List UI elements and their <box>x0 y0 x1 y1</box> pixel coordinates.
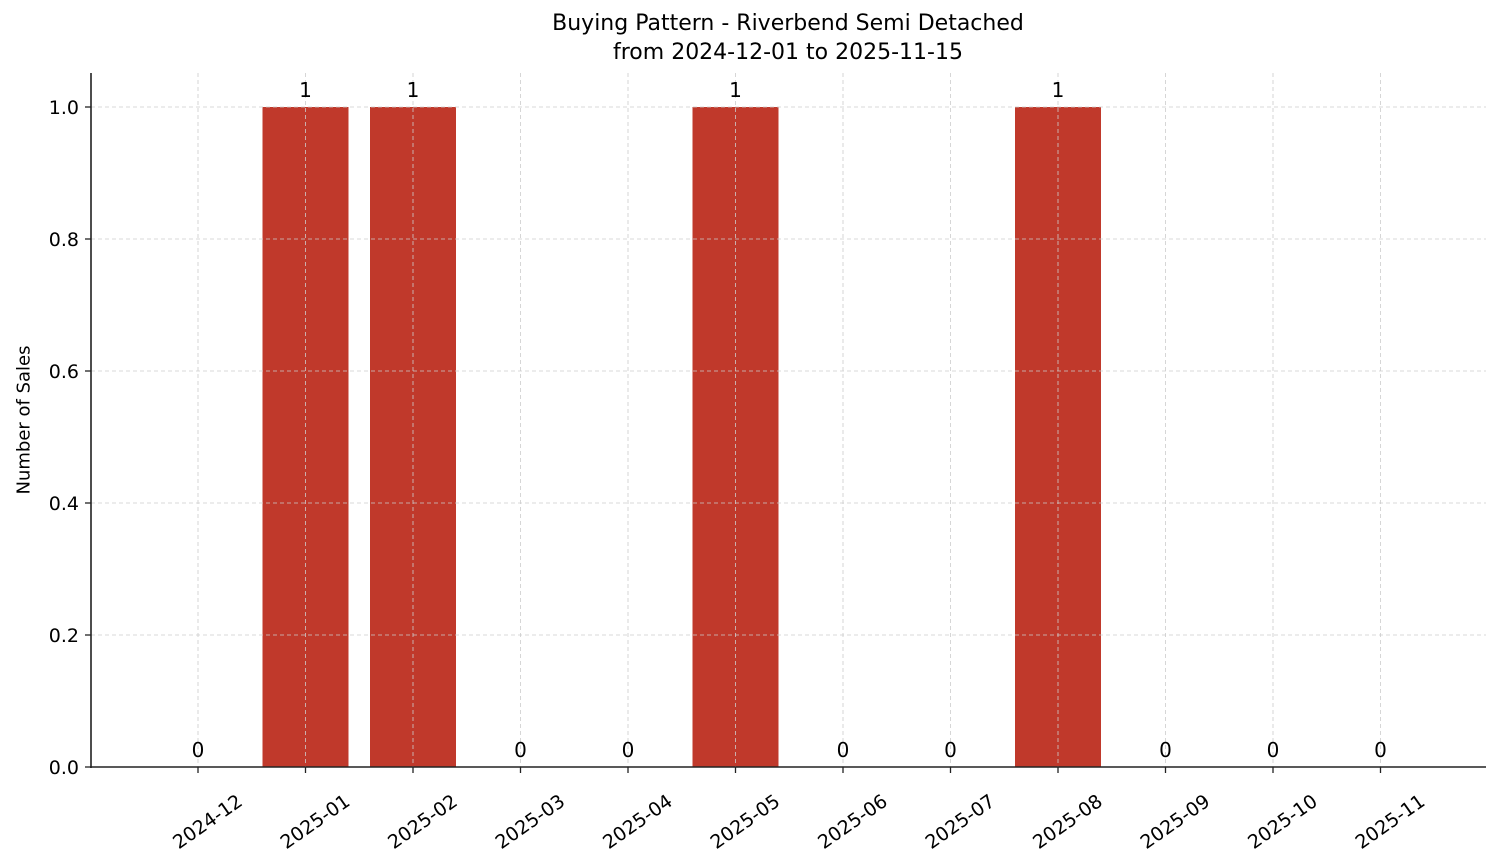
y-tick-label: 0.6 <box>49 361 79 383</box>
y-tick-label: 1.0 <box>49 97 79 119</box>
chart-subtitle: from 2024-12-01 to 2025-11-15 <box>613 40 963 65</box>
bars-layer <box>262 107 1101 767</box>
x-tick-label: 2024-12 <box>169 790 247 854</box>
bar-value-label: 0 <box>837 738 850 762</box>
bar-value-label: 0 <box>1267 738 1280 762</box>
data-labels: 0 1 1 0 0 1 0 0 1 0 0 0 <box>192 78 1387 762</box>
x-tick-label: 2025-02 <box>384 790 462 854</box>
y-tick-label: 0.4 <box>49 493 79 515</box>
bar-value-label: 1 <box>729 78 742 102</box>
x-tick-label: 2025-04 <box>599 790 677 854</box>
bar-value-label: 0 <box>1374 738 1387 762</box>
bar-value-label: 1 <box>407 78 420 102</box>
x-tick-label: 2025-11 <box>1352 790 1430 854</box>
x-tick-label: 2025-08 <box>1029 790 1107 854</box>
x-tick-label: 2025-09 <box>1137 790 1215 854</box>
bar-value-label: 1 <box>299 78 312 102</box>
bar-value-label: 0 <box>1159 738 1172 762</box>
y-tick-label: 0.0 <box>49 757 79 779</box>
y-tick-label: 0.8 <box>49 229 79 251</box>
bar-value-label: 0 <box>622 738 635 762</box>
x-tick-label: 2025-01 <box>277 790 355 854</box>
bar-value-label: 0 <box>514 738 527 762</box>
x-tick-label: 2025-10 <box>1244 790 1322 854</box>
x-tick-label: 2025-03 <box>492 790 570 854</box>
y-tick-label: 0.2 <box>49 625 79 647</box>
x-tick-label: 2025-06 <box>814 790 892 854</box>
bar-value-label: 0 <box>192 738 205 762</box>
x-tick-label: 2025-07 <box>922 790 1000 854</box>
bar-value-label: 0 <box>944 738 957 762</box>
x-tick-label: 2025-05 <box>707 790 785 854</box>
bar-value-label: 1 <box>1052 78 1065 102</box>
chart-title: Buying Pattern - Riverbend Semi Detached <box>552 11 1024 36</box>
